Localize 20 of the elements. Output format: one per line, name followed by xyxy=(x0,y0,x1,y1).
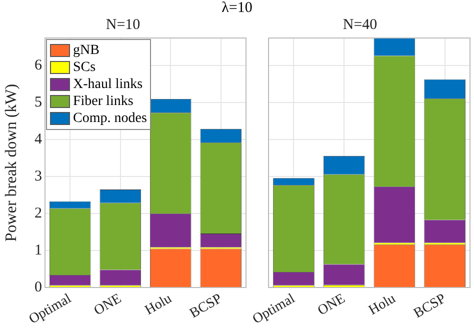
legend-label: Comp. nodes xyxy=(73,110,147,127)
y-tick-label: 6 xyxy=(34,58,42,74)
y-tick-label: 5 xyxy=(34,94,42,111)
y-tick-label: 2 xyxy=(34,206,42,222)
x-tick-label: ONE xyxy=(316,291,348,319)
x-tick-label: ONE xyxy=(92,291,124,319)
y-tick-label: 3 xyxy=(34,168,42,185)
legend-label: Fiber links xyxy=(73,93,134,110)
x-tick-label: Holu xyxy=(142,291,174,318)
legend-label: X-haul links xyxy=(73,76,143,93)
y-tick-label: 1 xyxy=(34,242,42,258)
chart-title: N=10 xyxy=(106,16,140,33)
y-tick-label: 4 xyxy=(34,132,42,148)
x-tick-label: Holu xyxy=(366,291,398,318)
legend-label: SCs xyxy=(73,59,96,76)
chart-title: N=40 xyxy=(342,16,378,33)
text: λ=10 xyxy=(220,0,254,16)
legend-label: gNB xyxy=(73,42,100,59)
y-tick-label: 0 xyxy=(34,279,42,296)
y-axis-title: Power break down (kW) xyxy=(2,84,20,242)
